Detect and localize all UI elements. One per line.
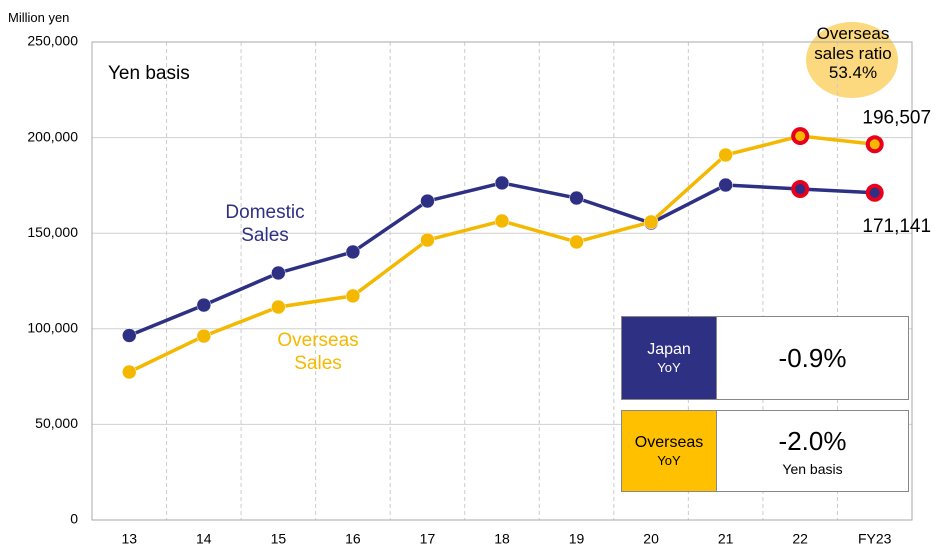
yoy-key: Japan YoY xyxy=(622,317,717,399)
basis-label: Yen basis xyxy=(108,63,190,84)
y-tick-label: 100,000 xyxy=(27,320,78,336)
point xyxy=(345,244,361,260)
metric: YoY xyxy=(657,359,681,375)
point xyxy=(869,187,880,198)
yoy-box: Overseas YoY -2.0% Yen basis xyxy=(621,410,909,492)
metric: YoY xyxy=(657,452,681,468)
y-tick-label: 200,000 xyxy=(27,128,78,144)
point xyxy=(196,297,212,313)
value-label: 196,507 xyxy=(862,107,931,128)
y-tick-label: 250,000 xyxy=(27,33,78,49)
yoy-value: -2.0% xyxy=(778,425,847,456)
y-tick-label: 0 xyxy=(70,511,78,527)
yoy-box: Japan YoY -0.9% xyxy=(621,316,909,400)
point xyxy=(494,175,510,191)
point xyxy=(795,184,806,195)
point xyxy=(122,328,137,343)
point xyxy=(718,177,733,193)
yoy-value-cell: -0.9% xyxy=(717,317,908,399)
point xyxy=(196,328,212,344)
x-tick-label: 13 xyxy=(121,531,137,547)
point xyxy=(869,139,880,150)
value-label: 171,141 xyxy=(862,216,931,237)
point xyxy=(643,214,659,230)
yoy-value: -0.9% xyxy=(778,342,847,373)
ratio-note: Overseas sales ratio 53.4% xyxy=(810,24,896,83)
x-tick-label: 16 xyxy=(345,531,361,547)
y-tick-label: 150,000 xyxy=(27,224,78,240)
y-tick-label: 50,000 xyxy=(35,415,78,431)
region: Overseas xyxy=(634,433,704,451)
point xyxy=(271,265,286,281)
point xyxy=(345,288,361,304)
ratio-bubble xyxy=(806,22,898,98)
ratio-label: Overseas sales ratio xyxy=(814,24,892,63)
x-tick-label: 22 xyxy=(792,531,808,547)
point xyxy=(271,299,286,315)
ratio-value: 53.4% xyxy=(828,63,878,83)
point xyxy=(795,131,806,142)
x-tick-label: 18 xyxy=(494,531,510,547)
x-tick-label: 17 xyxy=(420,531,436,547)
yoy-note: Yen basis xyxy=(782,460,843,477)
yoy-value-cell: -2.0% Yen basis xyxy=(717,411,908,491)
x-tick-label: 19 xyxy=(569,531,585,547)
point xyxy=(420,193,435,209)
x-tick-label: 15 xyxy=(271,531,287,547)
plot-border xyxy=(91,41,913,521)
series-label: Overseas Sales xyxy=(277,330,359,374)
point xyxy=(718,147,733,163)
series-label: Domestic Sales xyxy=(225,202,305,246)
point xyxy=(494,213,510,229)
region: Japan xyxy=(647,340,691,358)
x-tick-label: 20 xyxy=(643,531,659,547)
y-unit-label: Million yen xyxy=(8,10,70,25)
yoy-key: Overseas YoY xyxy=(622,411,717,491)
point xyxy=(569,234,584,250)
point xyxy=(569,190,584,206)
point xyxy=(122,364,137,380)
point xyxy=(420,232,435,248)
x-tick-label: FY23 xyxy=(858,531,892,547)
x-tick-label: 14 xyxy=(196,531,212,547)
x-tick-label: 21 xyxy=(718,531,734,547)
